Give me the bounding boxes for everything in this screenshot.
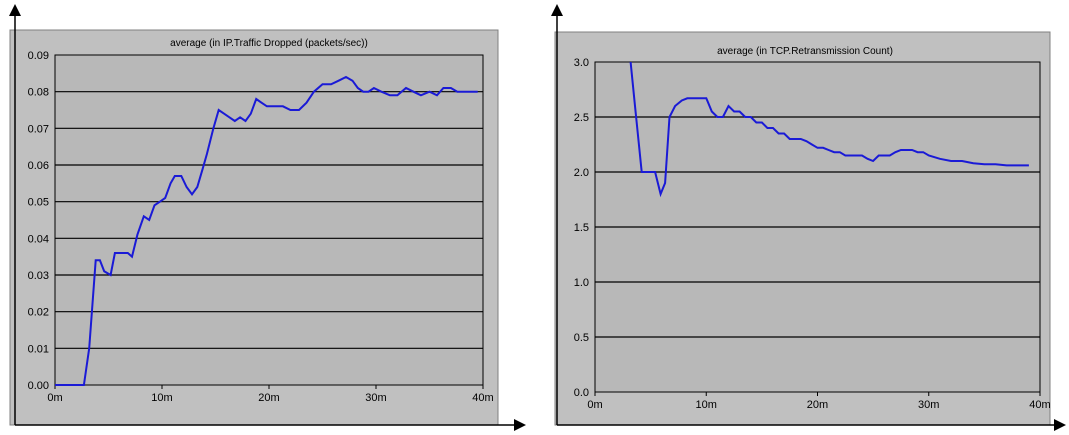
chart-title: average (in IP.Traffic Dropped (packets/… <box>170 38 368 49</box>
tcp-retransmission-chart: average (in TCP.Retransmission Count) 0.… <box>551 4 1066 431</box>
ip-traffic-dropped-chart: average (in IP.Traffic Dropped (packets/… <box>9 4 526 431</box>
x-tick-label: 10m <box>696 399 717 411</box>
series-line <box>55 75 478 386</box>
y-tick-label: 0.5 <box>574 332 589 344</box>
y-tick-label: 0.06 <box>28 160 49 172</box>
y-tick-label: 0.09 <box>28 50 49 62</box>
x-tick-label: 0m <box>47 392 62 404</box>
x-tick-label: 0m <box>587 399 602 411</box>
y-tick-label: 1.0 <box>574 277 589 289</box>
y-tick-label: 0.02 <box>28 307 49 319</box>
x-tick-label: 40m <box>472 392 493 404</box>
y-tick-label: 2.0 <box>574 167 589 179</box>
x-tick-label: 20m <box>807 399 828 411</box>
y-tick-label: 0.04 <box>28 233 49 245</box>
y-tick-label: 1.5 <box>574 222 589 234</box>
y-tick-label: 0.03 <box>28 270 49 282</box>
x-tick-label: 20m <box>258 392 279 404</box>
y-tick-label: 2.5 <box>574 112 589 124</box>
x-tick-label: 10m <box>151 392 172 404</box>
y-tick-label: 0.00 <box>28 380 49 392</box>
y-tick-label: 3.0 <box>574 57 589 69</box>
y-tick-label: 0.05 <box>28 197 49 209</box>
chart-title: average (in TCP.Retransmission Count) <box>717 46 893 57</box>
series-line <box>629 61 1029 198</box>
x-tick-label: 30m <box>918 399 939 411</box>
y-tick-label: 0.08 <box>28 87 49 99</box>
x-tick-label: 40m <box>1029 399 1050 411</box>
plot-area <box>54 54 484 386</box>
y-tick-label: 0.07 <box>28 123 49 135</box>
x-tick-label: 30m <box>365 392 386 404</box>
y-tick-label: 0.0 <box>574 387 589 399</box>
y-tick-label: 0.01 <box>28 343 49 355</box>
